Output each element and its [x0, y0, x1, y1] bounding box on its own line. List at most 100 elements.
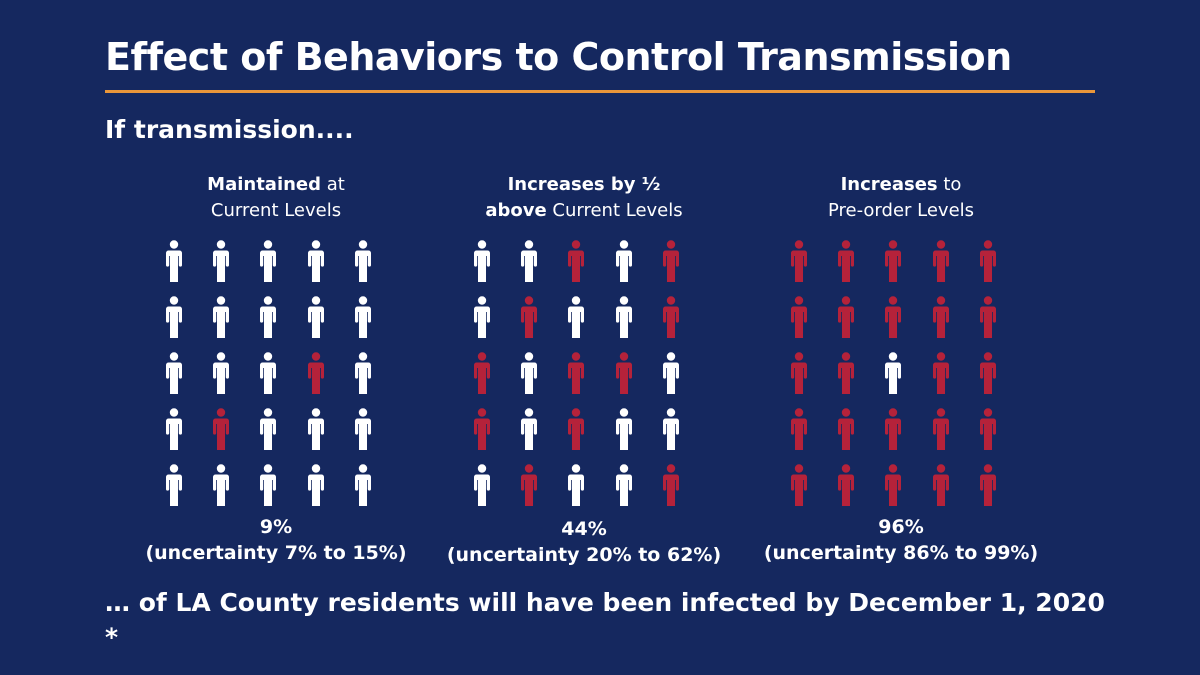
person-icon	[616, 464, 632, 506]
person-infected-icon	[521, 296, 537, 338]
person-icon	[166, 352, 182, 394]
person-icon	[308, 296, 324, 338]
person-infected-icon	[521, 464, 537, 506]
person-infected-icon	[791, 408, 807, 450]
people-grid	[751, 236, 1051, 506]
person-infected-icon	[980, 352, 996, 394]
header-text: Pre-order Levels	[827, 200, 975, 221]
panel-header: Maintained at Current Levels	[126, 172, 426, 224]
person-icon	[616, 296, 632, 338]
header-text: at	[321, 174, 345, 195]
person-infected-icon	[838, 240, 854, 282]
person-infected-icon	[474, 408, 490, 450]
person-icon	[355, 240, 371, 282]
person-infected-icon	[980, 408, 996, 450]
person-infected-icon	[663, 296, 679, 338]
person-infected-icon	[791, 464, 807, 506]
panel-footer: 96% (uncertainty 86% to 99%)	[751, 514, 1051, 566]
uncertainty-range: (uncertainty 86% to 99%)	[763, 542, 1039, 564]
person-icon	[474, 240, 490, 282]
person-infected-icon	[791, 352, 807, 394]
person-icon	[521, 408, 537, 450]
person-icon	[166, 240, 182, 282]
person-icon	[166, 464, 182, 506]
conclusion-text: … of LA County residents will have been …	[105, 588, 1105, 652]
percent-infected: 96%	[878, 516, 924, 538]
person-infected-icon	[838, 352, 854, 394]
person-icon	[355, 464, 371, 506]
person-infected-icon	[568, 352, 584, 394]
person-icon	[213, 352, 229, 394]
person-icon	[166, 296, 182, 338]
person-icon	[616, 240, 632, 282]
slide-title: Effect of Behaviors to Control Transmiss…	[105, 35, 1012, 79]
person-infected-icon	[838, 296, 854, 338]
person-infected-icon	[885, 240, 901, 282]
panel-header: Increases to Pre-order Levels	[751, 172, 1051, 224]
person-icon	[260, 464, 276, 506]
person-infected-icon	[885, 296, 901, 338]
person-infected-icon	[838, 464, 854, 506]
person-infected-icon	[885, 408, 901, 450]
person-icon	[260, 352, 276, 394]
person-icon	[885, 352, 901, 394]
person-icon	[355, 352, 371, 394]
person-infected-icon	[933, 296, 949, 338]
person-infected-icon	[980, 296, 996, 338]
percent-infected: 9%	[259, 516, 293, 538]
panel-footer: 9% (uncertainty 7% to 15%)	[126, 514, 426, 566]
person-icon	[213, 464, 229, 506]
person-infected-icon	[980, 240, 996, 282]
person-infected-icon	[791, 296, 807, 338]
person-icon	[260, 240, 276, 282]
people-grid	[434, 236, 734, 506]
person-infected-icon	[474, 352, 490, 394]
person-icon	[521, 352, 537, 394]
title-rule	[105, 90, 1095, 93]
header-text: Current Levels	[546, 200, 683, 221]
person-infected-icon	[308, 352, 324, 394]
person-icon	[260, 408, 276, 450]
person-infected-icon	[663, 240, 679, 282]
header-bold-text: Increases	[840, 174, 938, 195]
header-bold-text: above	[485, 200, 547, 221]
person-infected-icon	[980, 464, 996, 506]
person-infected-icon	[791, 240, 807, 282]
person-infected-icon	[933, 240, 949, 282]
person-icon	[663, 352, 679, 394]
person-infected-icon	[663, 464, 679, 506]
person-icon	[616, 408, 632, 450]
header-text: to	[937, 174, 962, 195]
percent-infected: 44%	[561, 518, 607, 540]
header-text: Current Levels	[210, 200, 342, 221]
person-infected-icon	[933, 352, 949, 394]
person-icon	[474, 464, 490, 506]
person-icon	[260, 296, 276, 338]
panel-header: Increases by ½ above Current Levels	[434, 172, 734, 224]
person-icon	[213, 296, 229, 338]
person-icon	[568, 296, 584, 338]
person-icon	[308, 408, 324, 450]
person-icon	[213, 240, 229, 282]
person-icon	[355, 296, 371, 338]
uncertainty-range: (uncertainty 20% to 62%)	[446, 544, 722, 566]
header-bold-text: Increases by ½	[507, 174, 661, 195]
person-infected-icon	[568, 240, 584, 282]
person-icon	[355, 408, 371, 450]
person-infected-icon	[885, 464, 901, 506]
person-infected-icon	[933, 464, 949, 506]
person-infected-icon	[568, 408, 584, 450]
person-icon	[166, 408, 182, 450]
person-icon	[474, 296, 490, 338]
person-icon	[308, 240, 324, 282]
person-infected-icon	[616, 352, 632, 394]
person-infected-icon	[933, 408, 949, 450]
people-grid	[126, 236, 426, 506]
person-icon	[663, 408, 679, 450]
uncertainty-range: (uncertainty 7% to 15%)	[145, 542, 407, 564]
header-bold-text: Maintained	[207, 174, 322, 195]
person-icon	[308, 464, 324, 506]
person-icon	[568, 464, 584, 506]
panel-footer: 44% (uncertainty 20% to 62%)	[434, 516, 734, 568]
person-infected-icon	[213, 408, 229, 450]
